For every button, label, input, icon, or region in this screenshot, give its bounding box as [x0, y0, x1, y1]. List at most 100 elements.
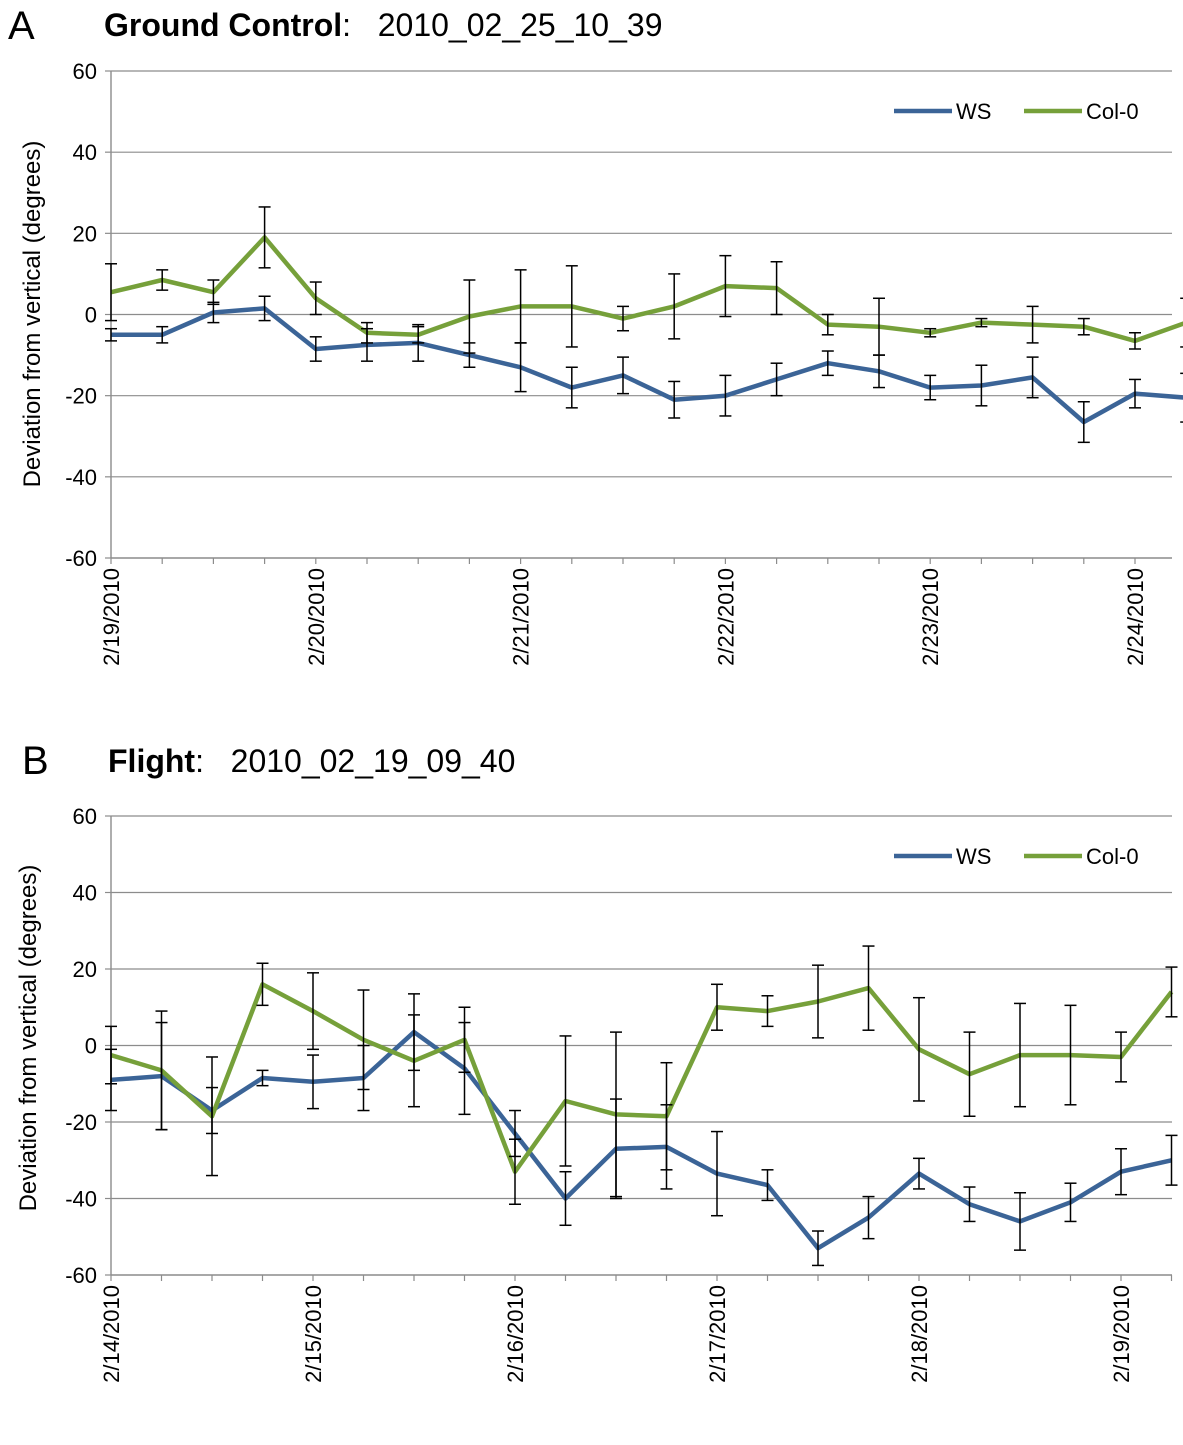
- error-bar: [924, 327, 937, 338]
- y-tick-label: -60: [65, 546, 97, 571]
- error-bar: [258, 206, 271, 269]
- x-tick-label: 2/19/2010: [99, 568, 124, 666]
- error-bar: [719, 374, 732, 417]
- series-line-col-0: [110, 982, 1174, 1174]
- panel-letter: A: [8, 4, 35, 48]
- error-bar: [610, 1031, 622, 1198]
- error-bar: [1180, 297, 1183, 348]
- error-bar: [862, 945, 875, 1031]
- error-bar: [206, 1056, 218, 1177]
- series-line-col-0: [110, 235, 1183, 344]
- error-bar: [873, 297, 885, 356]
- error-bar: [821, 350, 834, 377]
- error-bar: [812, 1230, 824, 1267]
- y-tick-label: -20: [65, 384, 97, 409]
- error-bar: [458, 1006, 471, 1074]
- y-tick-label: 60: [73, 804, 97, 829]
- error-bar: [617, 305, 629, 332]
- error-bar: [1129, 378, 1141, 409]
- error-bar: [1077, 317, 1090, 336]
- line-chart: -60 -40 -20 0 20 40 60 2/14/2010 2/15/2010 2/16/2…: [65, 804, 1178, 1383]
- y-tick-label: -40: [65, 465, 97, 490]
- legend-item: WS: [894, 99, 991, 124]
- x-tick-label: 2/14/2010: [99, 1285, 124, 1383]
- x-tick-label: 2/22/2010: [713, 568, 738, 666]
- x-tick-label: 2/23/2010: [918, 568, 943, 666]
- error-bar: [668, 380, 681, 419]
- legend-label: Col-0: [1086, 844, 1139, 869]
- error-bar: [105, 327, 117, 342]
- error-bar: [256, 1069, 269, 1087]
- x-tick-label: 2/20/2010: [304, 568, 329, 666]
- error-bar: [668, 273, 681, 340]
- error-bar: [105, 263, 117, 322]
- error-bar: [1026, 305, 1039, 344]
- y-tick-label: -20: [65, 1110, 97, 1135]
- y-tick-label: 0: [85, 1034, 97, 1059]
- chart-title-rest: : 2010_02_25_10_39: [342, 7, 663, 43]
- series-line-ws: [111, 306, 1183, 425]
- x-tick-label: 2/16/2010: [503, 1285, 528, 1383]
- error-bar: [1180, 372, 1183, 423]
- x-tick-label: 2/15/2010: [301, 1285, 326, 1383]
- error-bar: [559, 1170, 572, 1227]
- panel-a: A Ground Control: 2010_02_25_10_39 Devia…: [0, 0, 1183, 715]
- x-tick-label: 2/17/2010: [705, 1285, 730, 1383]
- panel-letter: B: [22, 739, 49, 783]
- error-bar: [408, 1014, 420, 1108]
- error-bar: [770, 362, 783, 397]
- error-bar: [761, 1169, 774, 1202]
- error-bar: [1115, 1148, 1127, 1196]
- error-bar: [711, 983, 723, 1031]
- chart-title: Flight: 2010_02_19_09_40: [108, 745, 515, 777]
- error-bar: [412, 325, 425, 344]
- error-bar: [913, 1157, 925, 1190]
- error-bar: [719, 254, 732, 318]
- series-line-ws: [110, 1029, 1172, 1251]
- legend: WS Col-0: [894, 99, 1139, 124]
- y-tick-label: 20: [73, 221, 97, 246]
- legend-item: WS: [894, 844, 991, 869]
- legend: WS Col-0: [894, 844, 1139, 869]
- error-bar: [1064, 1182, 1077, 1223]
- legend-item: Col-0: [1024, 99, 1139, 124]
- panel-b: B Flight: 2010_02_19_09_40 Deviation fro…: [0, 740, 1183, 1445]
- y-tick-label: 40: [73, 881, 97, 906]
- error-bar: [660, 1061, 673, 1171]
- error-bar: [975, 364, 988, 407]
- chart-title-bold: Ground Control: [104, 7, 343, 43]
- error-bar: [357, 989, 370, 1091]
- error-bar: [1014, 1192, 1026, 1251]
- error-bar: [155, 1010, 168, 1131]
- error-bar: [1165, 1134, 1178, 1186]
- error-bar: [559, 1035, 572, 1167]
- error-bar: [156, 269, 169, 291]
- y-tick-label: -60: [65, 1263, 97, 1288]
- error-bar: [565, 366, 578, 409]
- error-bar: [509, 1138, 521, 1205]
- y-tick-label: 40: [73, 140, 97, 165]
- error-bar: [770, 260, 783, 316]
- error-bar: [1129, 332, 1141, 350]
- error-bar: [105, 1025, 117, 1085]
- error-bar: [1014, 1002, 1026, 1108]
- chart-title: Ground Control: 2010_02_25_10_39: [104, 9, 662, 41]
- error-bar: [361, 321, 373, 344]
- error-bar: [1077, 401, 1090, 444]
- error-bar: [1165, 966, 1178, 1018]
- error-bar: [1026, 356, 1039, 399]
- y-tick-label: 0: [85, 303, 97, 328]
- error-bar: [514, 269, 527, 344]
- legend-label: Col-0: [1086, 99, 1139, 124]
- error-bar: [812, 964, 824, 1039]
- error-bar: [463, 279, 476, 354]
- x-tick-label: 2/19/2010: [1109, 1285, 1134, 1383]
- legend-item: Col-0: [1024, 844, 1139, 869]
- legend-label: WS: [956, 99, 991, 124]
- error-bar: [1064, 1004, 1077, 1106]
- error-bar: [924, 374, 937, 401]
- x-tick-label: 2/21/2010: [509, 568, 534, 666]
- error-bar: [963, 1031, 976, 1118]
- y-tick-label: 20: [73, 957, 97, 982]
- error-bar: [309, 281, 322, 316]
